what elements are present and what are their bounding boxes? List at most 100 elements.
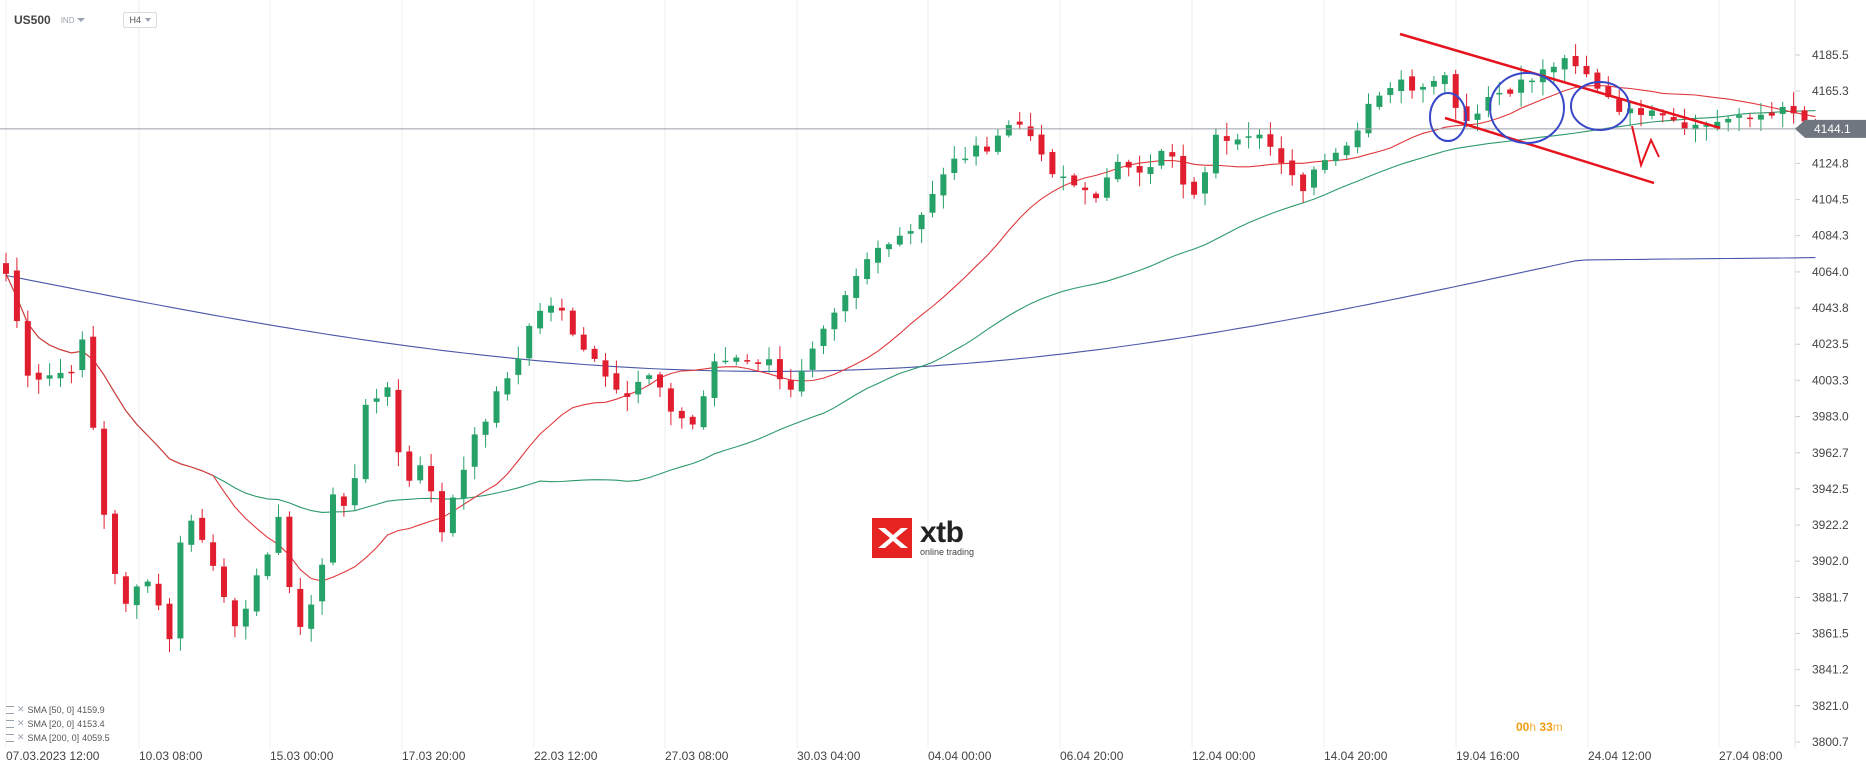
candle-body <box>875 247 881 263</box>
candle-body <box>962 158 969 161</box>
candle-body <box>1616 99 1623 112</box>
candle-body <box>13 270 20 322</box>
countdown-minutes: 33 <box>1539 720 1553 734</box>
candle-body <box>1180 155 1187 185</box>
symbol-type-dropdown[interactable]: IND <box>61 16 86 25</box>
candle-body <box>929 193 936 213</box>
indicator-sma200[interactable]: ✕ SMA [200, 0] 4059.5 <box>6 732 110 743</box>
y-tick-label: 4104.5 <box>1812 193 1849 207</box>
candle-body <box>558 307 565 311</box>
candle-body <box>384 387 391 397</box>
candle-body <box>35 372 42 380</box>
candle-body <box>951 158 958 173</box>
indicator-settings-icon[interactable] <box>6 733 14 742</box>
candle-body <box>1125 161 1132 168</box>
y-tick-label: 3902.0 <box>1812 554 1849 568</box>
candle-body <box>984 146 990 152</box>
candle-body <box>177 542 184 639</box>
candle-body <box>689 416 696 425</box>
candle-body <box>896 235 903 245</box>
xtb-watermark: xtb online trading <box>872 518 974 558</box>
sma50-line <box>5 110 1816 513</box>
candle-body <box>1583 65 1590 75</box>
candle-body <box>809 348 816 370</box>
candle-body <box>286 516 293 588</box>
timeframe-select[interactable]: H4 <box>123 12 157 28</box>
y-tick-label: 4003.3 <box>1812 373 1849 387</box>
candle-body <box>602 360 609 377</box>
x-tick-label: 04.04 00:00 <box>928 749 992 763</box>
candle-body <box>820 328 827 346</box>
candle-body <box>133 586 140 606</box>
symbol-label[interactable]: US500 <box>14 13 51 27</box>
xtb-logo-icon <box>872 518 912 558</box>
x-tick-label: 30.03 04:00 <box>797 749 861 763</box>
candle-body <box>1049 152 1056 175</box>
candle-body <box>1321 160 1328 170</box>
candle-body <box>1670 117 1677 121</box>
x-tick-label: 15.03 00:00 <box>270 749 334 763</box>
candle-body <box>1082 187 1089 191</box>
candle-body <box>210 542 217 566</box>
candle-body <box>1278 148 1285 163</box>
candle-body <box>885 244 892 250</box>
candle-body <box>112 513 118 574</box>
candle-body <box>1485 97 1492 111</box>
candle-body <box>624 393 631 397</box>
candle-body <box>155 583 162 606</box>
candle-body <box>1768 112 1775 116</box>
candle-body <box>1027 126 1034 137</box>
candle-body <box>351 478 358 506</box>
candle-body <box>101 428 108 515</box>
sma20-line <box>5 85 1816 582</box>
candle-body <box>842 295 849 312</box>
candle-body <box>362 404 369 480</box>
candle-body <box>678 410 685 419</box>
indicator-sma20[interactable]: ✕ SMA [20, 0] 4153.4 <box>6 718 105 729</box>
candle-body <box>188 520 195 545</box>
candle-body <box>1169 152 1176 157</box>
candle-body <box>1300 174 1307 192</box>
candle-body <box>1703 125 1710 127</box>
candle-body <box>1790 106 1797 114</box>
x-tick-label: 17.03 20:00 <box>402 749 466 763</box>
y-tick-label: 4165.3 <box>1812 84 1849 98</box>
candle-body <box>68 371 75 374</box>
candle-body <box>1093 193 1099 199</box>
close-icon[interactable]: ✕ <box>17 718 25 728</box>
indicator-sma50[interactable]: ✕ SMA [50, 0] 4159.9 <box>6 704 105 715</box>
candle-body <box>1354 130 1361 148</box>
candle-body <box>515 358 522 375</box>
y-tick-label: 4023.5 <box>1812 337 1849 351</box>
close-icon[interactable]: ✕ <box>17 732 25 742</box>
candle-body <box>1060 176 1067 179</box>
candle-body <box>1223 136 1230 141</box>
y-tick-label: 3841.2 <box>1812 663 1849 677</box>
candle-body <box>591 348 598 359</box>
candle-body <box>1103 177 1110 198</box>
candle-body <box>853 275 860 298</box>
candle-body <box>1627 108 1634 114</box>
candle-body <box>1332 152 1339 162</box>
candle-body <box>667 388 674 412</box>
indicator-settings-icon[interactable] <box>6 719 14 728</box>
channel-lower-line <box>1444 116 1655 185</box>
candle-body <box>1692 124 1699 130</box>
sma200-line <box>5 257 1816 372</box>
candle-body <box>1638 108 1644 115</box>
y-tick-label: 3800.7 <box>1812 735 1849 749</box>
y-tick-label: 4124.8 <box>1812 156 1849 170</box>
candle-body <box>831 312 838 330</box>
candle-body <box>1681 122 1688 129</box>
indicator-settings-icon[interactable] <box>6 705 14 714</box>
annotation-circle-1 <box>1429 92 1467 142</box>
candle-body <box>1736 115 1743 118</box>
candle-body <box>1256 134 1263 139</box>
candle-body <box>1147 167 1154 175</box>
annotation-circle-3 <box>1570 81 1630 131</box>
candle-body <box>471 434 478 467</box>
candle-body <box>776 359 783 380</box>
close-icon[interactable]: ✕ <box>17 704 25 714</box>
candle-body <box>1779 106 1786 114</box>
